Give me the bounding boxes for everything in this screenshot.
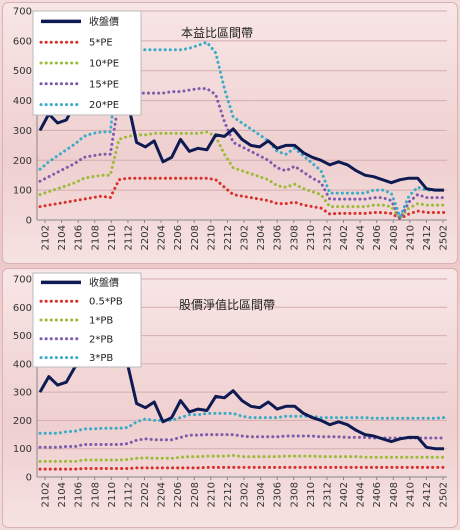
x-tick-label: 2304	[256, 225, 267, 250]
x-tick-label: 2204	[157, 225, 168, 250]
x-tick-label: 2212	[223, 482, 234, 507]
series-line-1*PB	[38, 453, 446, 463]
x-tick-label: 2208	[190, 482, 201, 507]
x-tick-label: 2108	[90, 225, 101, 250]
y-tick-label: 100	[13, 444, 32, 455]
pb-band-chart-panel: 0 100 200 300 400 500 600 700 2102 2104 2106 2108 21…	[2, 268, 458, 528]
legend-box	[32, 10, 142, 116]
x-tick-label: 2302	[240, 225, 251, 250]
x-tick-label: 2408	[389, 225, 400, 250]
legend-label: 0.5*PB	[89, 297, 123, 308]
series-line-0.5*PB	[38, 465, 446, 471]
y-tick-label: 400	[13, 359, 32, 370]
y-tick-label: 500	[13, 66, 32, 77]
x-tick-label: 2112	[123, 225, 134, 250]
legend-box	[32, 272, 142, 368]
series-line-10*PE	[38, 130, 446, 221]
legend-label: 1*PB	[89, 316, 113, 327]
x-tick-label: 2402	[339, 482, 350, 507]
legend: 收盤價 0.5*PB 1*PB 2*PB 3*PB	[32, 272, 142, 368]
y-tick-label: 200	[13, 416, 32, 427]
x-tick-label: 2406	[372, 225, 383, 250]
pe-band-chart-panel: 0 100 200 300 400 500 600 700 2102 2104 2106 2108 21…	[2, 2, 458, 264]
legend-label: 收盤價	[89, 15, 119, 28]
x-tick-label: 2306	[273, 482, 284, 507]
y-tick-label: 600	[13, 36, 32, 47]
x-tick-label: 2106	[74, 482, 85, 507]
x-tick-label: 2202	[140, 225, 151, 250]
x-tick-label: 2412	[422, 225, 433, 250]
x-tick-label: 2106	[74, 225, 85, 250]
x-tick-label: 2308	[289, 482, 300, 507]
chart-title: 本益比區間帶	[181, 26, 253, 40]
y-tick-label: 700	[13, 275, 32, 286]
x-tick-label: 2406	[372, 482, 383, 507]
series-line-5*PE	[38, 176, 446, 221]
x-tick-label: 2408	[389, 482, 400, 507]
x-tick-label: 2202	[140, 482, 151, 507]
x-tick-label: 2308	[289, 225, 300, 250]
legend-label: 15*PE	[89, 79, 119, 90]
legend-label: 20*PE	[89, 100, 119, 111]
x-tick-label: 2312	[322, 225, 333, 250]
x-tick-label: 2410	[405, 225, 416, 250]
series-line-20*PE	[38, 40, 446, 222]
chart-title: 股價淨值比區間帶	[179, 297, 275, 312]
x-tick-label: 2208	[190, 225, 201, 250]
x-tick-label: 2104	[57, 225, 68, 250]
x-tick-label: 2402	[339, 225, 350, 250]
x-tick-label: 2206	[173, 225, 184, 250]
x-tick-label: 2206	[173, 482, 184, 507]
legend-label: 5*PE	[89, 38, 113, 49]
x-tick-label: 2412	[422, 482, 433, 507]
x-tick-label: 2204	[157, 482, 168, 507]
x-tick-label: 2210	[206, 225, 217, 250]
y-tick-label: 0	[26, 216, 32, 227]
x-tick-label: 2310	[306, 225, 317, 250]
x-tick-label: 2210	[206, 482, 217, 507]
y-tick-label: 300	[13, 388, 32, 399]
y-tick-label: 100	[13, 186, 32, 197]
x-tick-label: 2304	[256, 482, 267, 507]
y-tick-label: 700	[13, 7, 32, 18]
y-tick-label: 0	[26, 473, 32, 484]
legend-label: 收盤價	[89, 276, 119, 289]
x-tick-label: 2108	[90, 482, 101, 507]
y-tick-label: 300	[13, 126, 32, 137]
x-tick-label: 2102	[41, 482, 52, 507]
x-tick-label: 2110	[107, 225, 118, 250]
x-tick-label: 2502	[439, 482, 450, 507]
y-tick-label: 200	[13, 156, 32, 167]
y-tick-label: 500	[13, 331, 32, 342]
x-tick-label: 2212	[223, 225, 234, 250]
series-line-3*PB	[38, 411, 446, 435]
pe-band-chart: 0 100 200 300 400 500 600 700 2102 2104 2106 2108 21…	[13, 7, 450, 251]
legend: 收盤價 5*PE 10*PE 15*PE 20*PE	[32, 10, 142, 116]
series-line-2*PB	[38, 433, 446, 449]
x-tick-label: 2310	[306, 482, 317, 507]
series-line-15*PE	[38, 87, 446, 222]
pb-band-chart: 0 100 200 300 400 500 600 700 2102 2104 2106 2108 21…	[13, 272, 450, 507]
x-tick-label: 2410	[405, 482, 416, 507]
x-tick-label: 2404	[356, 225, 367, 250]
y-tick-label: 400	[13, 96, 32, 107]
x-tick-label: 2112	[123, 482, 134, 507]
legend-label: 2*PB	[89, 334, 113, 345]
x-tick-label: 2302	[240, 482, 251, 507]
x-tick-label: 2306	[273, 225, 284, 250]
legend-label: 10*PE	[89, 59, 119, 70]
x-tick-label: 2110	[107, 482, 118, 507]
y-tick-label: 600	[13, 303, 32, 314]
x-tick-label: 2104	[57, 482, 68, 507]
legend-label: 3*PB	[89, 353, 113, 364]
x-tick-label: 2102	[41, 225, 52, 250]
x-tick-label: 2502	[439, 225, 450, 250]
x-tick-label: 2404	[356, 482, 367, 507]
x-tick-label: 2312	[322, 482, 333, 507]
